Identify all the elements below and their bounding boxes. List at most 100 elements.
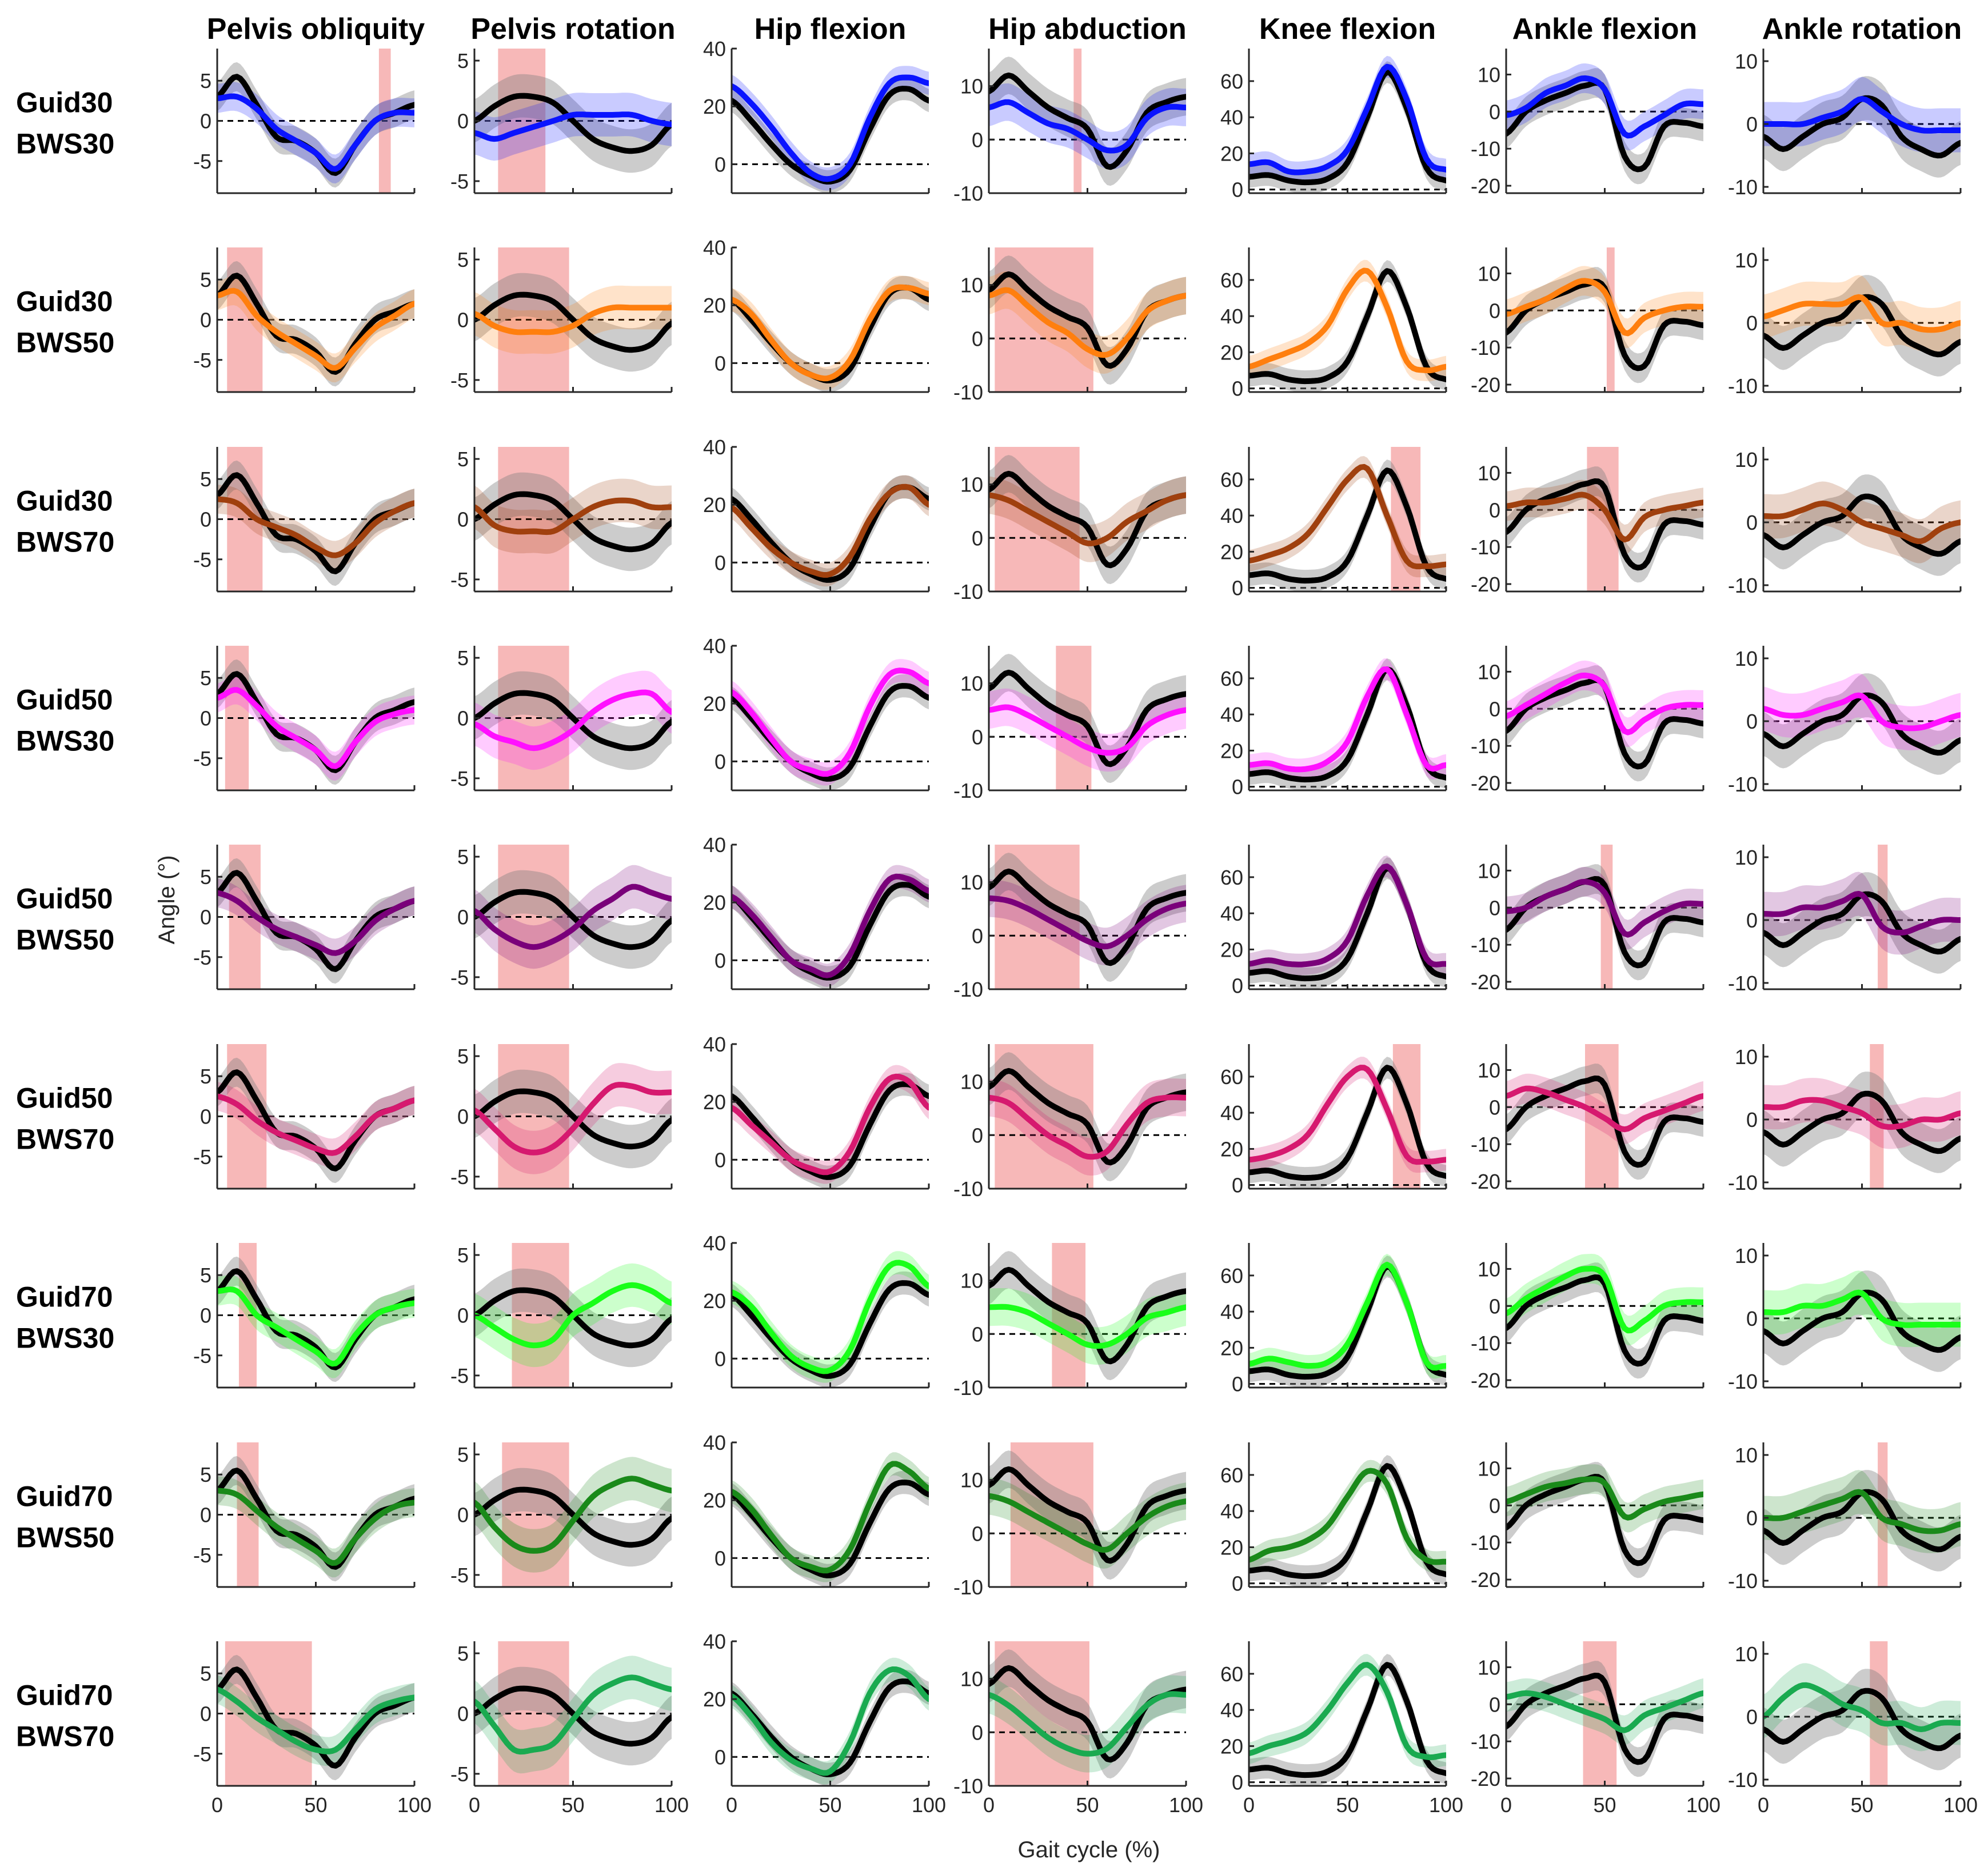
y-tick-label: 0 (1746, 909, 1758, 932)
row-label-9-2: BWS70 (16, 1721, 114, 1753)
panel-r5-c6: -20 -10 0 10 (1471, 845, 1704, 994)
y-tick-label: -10 (1728, 1768, 1758, 1792)
condition-mean-line (1506, 672, 1703, 735)
y-tick-label: 0 (972, 128, 983, 151)
y-tick-label: 0 (714, 1546, 726, 1570)
y-tick-label: -10 (1471, 1133, 1500, 1156)
condition-mean-line (989, 1304, 1186, 1349)
y-tick-label: 0 (1746, 710, 1758, 733)
y-tick-label: -10 (1471, 1531, 1500, 1554)
condition-mean-line (474, 1476, 672, 1554)
reference-mean-line (1763, 1090, 1961, 1154)
column-title-2: Pelvis rotation (470, 13, 675, 46)
condition-mean-line (732, 1260, 929, 1374)
panel-r4-c3: 0 20 40 (703, 634, 930, 791)
y-tick-label: 40 (1220, 1500, 1243, 1523)
condition-mean-line (1506, 491, 1703, 543)
condition-mean-line (1249, 63, 1446, 175)
y-tick-label: 60 (1220, 866, 1243, 889)
panel-r6-c1: -5 0 5 (193, 1044, 416, 1190)
y-tick-label: 5 (200, 69, 211, 93)
y-tick-label: 40 (1220, 1300, 1243, 1324)
y-tick-label: 20 (1220, 1336, 1243, 1360)
y-tick-label: 10 (1735, 1642, 1758, 1666)
y-tick-label: -5 (450, 369, 469, 392)
condition-mean-line (732, 483, 929, 578)
y-tick-label: -10 (953, 182, 983, 205)
y-tick-label: 0 (1746, 113, 1758, 136)
y-tick-label: 0 (200, 1702, 211, 1726)
y-tick-label: 5 (457, 248, 469, 271)
y-tick-label: 0 (1489, 299, 1500, 322)
condition-sd-band (1763, 1470, 1961, 1553)
x-tick-label: 100 (1686, 1793, 1720, 1817)
panel-r6-c7: -10 0 10 (1728, 1044, 1962, 1194)
condition-sd-band (1506, 660, 1703, 747)
panel-r5-c2: -5 0 5 (450, 845, 673, 990)
condition-mean-line (1506, 75, 1703, 139)
condition-mean-line (1763, 1682, 1961, 1732)
condition-mean-line (217, 687, 414, 769)
y-tick-label: -10 (1728, 175, 1758, 199)
y-tick-label: 20 (703, 692, 726, 715)
panel-r2-c2: -5 0 5 (450, 247, 673, 393)
y-tick-label: 5 (200, 1463, 211, 1486)
y-tick-label: 0 (1489, 498, 1500, 522)
y-tick-label: 10 (960, 1469, 983, 1492)
y-tick-label: 40 (1220, 504, 1243, 527)
y-tick-label: 0 (714, 750, 726, 773)
reference-sd-band (989, 853, 1186, 982)
y-tick-label: 40 (703, 1232, 726, 1255)
y-tick-label: 5 (457, 646, 469, 670)
condition-mean-line (989, 287, 1186, 358)
panel-r2-c4: -10 0 10 (953, 247, 1187, 404)
y-tick-label: -5 (450, 1762, 469, 1786)
panel-r2-c7: -10 0 10 (1728, 247, 1962, 398)
x-tick-label: 100 (1943, 1793, 1978, 1817)
y-tick-label: -10 (1728, 1569, 1758, 1593)
panel-r3-c1: -5 0 5 (193, 447, 416, 593)
panel-r4-c7: -10 0 10 (1728, 646, 1962, 796)
panel-r2-c1: -5 0 5 (193, 247, 416, 393)
y-tick-label: 5 (200, 268, 211, 291)
y-tick-label: 5 (200, 1065, 211, 1088)
y-tick-label: 20 (703, 294, 726, 317)
y-tick-label: 0 (714, 1745, 726, 1769)
row-label-8-2: BWS50 (16, 1522, 114, 1554)
reference-mean-line (1249, 1463, 1446, 1580)
x-tick-label: 0 (1758, 1793, 1769, 1817)
x-tick-label: 100 (1169, 1793, 1203, 1817)
y-tick-label: -10 (1471, 535, 1500, 559)
reference-sd-band (1763, 1669, 1961, 1770)
condition-sd-band (1763, 1270, 1961, 1348)
reference-sd-band (989, 1052, 1186, 1182)
panel-r8-c7: -10 0 10 (1728, 1442, 1962, 1593)
reference-mean-line (1249, 467, 1446, 584)
y-tick-label: 5 (200, 1662, 211, 1685)
y-tick-label: 20 (1220, 938, 1243, 961)
condition-mean-line (217, 1488, 414, 1566)
y-tick-label: 40 (1220, 1698, 1243, 1722)
reference-sd-band (1249, 61, 1446, 193)
y-tick-label: 40 (703, 236, 726, 259)
y-tick-label: 0 (714, 949, 726, 972)
reference-sd-band (1249, 1256, 1446, 1388)
y-tick-label: -5 (193, 349, 211, 372)
reference-sd-band (1763, 1470, 1961, 1572)
y-tick-label: 60 (1220, 1264, 1243, 1288)
row-labels: Guid30 BWS30 Guid30 BWS50 Guid30 BWS70 Guid50 B… (16, 87, 114, 1753)
y-tick-label: 0 (200, 906, 211, 929)
row-label-3-2: BWS70 (16, 526, 114, 558)
column-title-4: Hip abduction (988, 13, 1187, 46)
y-tick-label: 0 (1489, 697, 1500, 721)
y-tick-label: -20 (1471, 1568, 1500, 1592)
reference-sd-band (989, 57, 1186, 186)
significance-band (1606, 247, 1615, 392)
y-tick-label: 0 (1489, 1494, 1500, 1517)
condition-mean-line (474, 1674, 672, 1755)
y-tick-label: -10 (953, 978, 983, 1001)
panel-r5-c7: -10 0 10 (1728, 845, 1962, 995)
reference-mean-line (474, 1486, 672, 1548)
y-tick-label: 10 (1735, 647, 1758, 670)
column-title-1: Pelvis obliquity (207, 13, 425, 46)
